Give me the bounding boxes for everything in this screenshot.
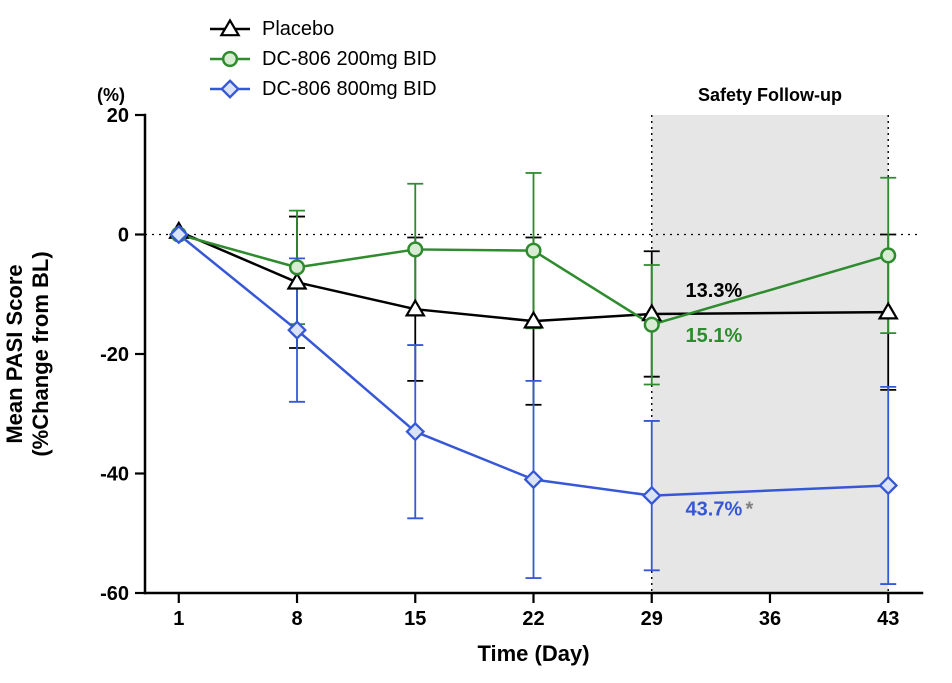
x-tick-label: 15 xyxy=(404,608,426,630)
y-axis-label-2: (%Change from BL) xyxy=(28,251,53,456)
x-tick-label: 8 xyxy=(291,608,302,630)
y-tick-label: 20 xyxy=(107,105,129,127)
x-tick-label: 29 xyxy=(641,608,663,630)
y-tick-label: 0 xyxy=(118,225,129,247)
chart-container: Safety Follow-up -60 -40 -20 0 20 1 8 15 22 29 36 43… xyxy=(0,0,952,683)
y-tick-label: -40 xyxy=(100,464,129,486)
legend-label-dc806_200: DC-806 200mg BID xyxy=(262,48,437,70)
legend: Placebo DC-806 200mg BID DC-806 800mg BID xyxy=(210,18,437,100)
line-chart-svg: Safety Follow-up -60 -40 -20 0 20 1 8 15 22 29 36 43… xyxy=(0,0,952,683)
x-tick-label: 22 xyxy=(522,608,544,630)
y-axis-label-1: Mean PASI Score xyxy=(2,264,27,443)
x-tick-label: 1 xyxy=(173,608,184,630)
x-tick-label: 36 xyxy=(759,608,781,630)
legend-label-placebo: Placebo xyxy=(262,18,334,40)
annotation-star: * xyxy=(746,498,754,520)
annotation: 43.7% xyxy=(686,498,743,520)
x-tick-label: 43 xyxy=(877,608,899,630)
followup-label: Safety Follow-up xyxy=(698,85,842,105)
annotation: 13.3% xyxy=(686,280,743,302)
annotation: 15.1% xyxy=(686,325,743,347)
x-axis-label: Time (Day) xyxy=(477,641,589,666)
y-tick-label: -60 xyxy=(100,583,129,605)
legend-label-dc806_800: DC-806 800mg BID xyxy=(262,78,437,100)
y-percent-label: (%) xyxy=(97,85,125,105)
y-tick-label: -20 xyxy=(100,344,129,366)
